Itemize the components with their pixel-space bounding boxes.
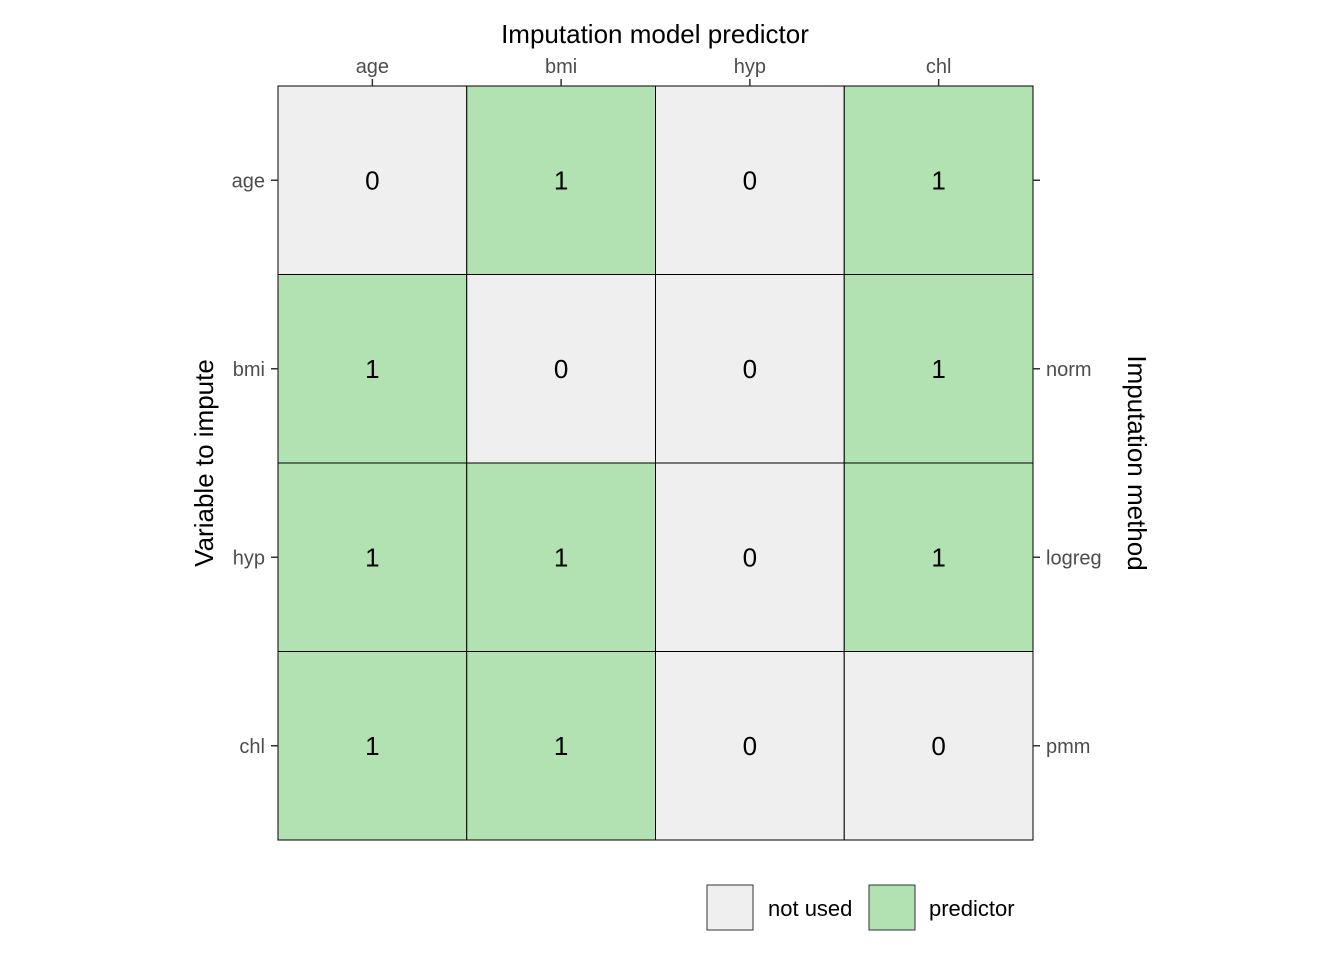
cell-value-label: 1	[931, 354, 945, 384]
legend-label: predictor	[929, 896, 1015, 921]
legend-key-predictor	[868, 884, 916, 931]
cell-value-label: 0	[554, 354, 568, 384]
heatmap-cell-bmi-chl	[843, 274, 1034, 464]
cell-value-label: 0	[743, 731, 757, 761]
cell-value-label: 1	[931, 542, 945, 572]
legend: not used predictor	[706, 884, 1015, 931]
heatmap-cells: 0 1 0 1 1 0 0 1 1 1 0 1 1 1 0 0	[277, 85, 1034, 841]
cell-value-label: 1	[365, 354, 379, 384]
heatmap-cell-chl-bmi	[466, 651, 656, 841]
cell-value-label: 1	[554, 731, 568, 761]
x-tick-label: bmi	[545, 56, 577, 78]
method-tick-label: logreg	[1046, 547, 1102, 569]
cell-value-label: 0	[365, 165, 379, 195]
y-tick-label: chl	[239, 736, 265, 758]
x-axis-title: Imputation model predictor	[501, 19, 809, 49]
y-tick-label: age	[232, 170, 265, 192]
heatmap-cell-age-chl	[843, 85, 1034, 275]
y-tick-label: hyp	[233, 547, 265, 569]
axis-ticks: age bmi hyp chl age bmi hyp chl norm logreg pmm	[232, 56, 1102, 758]
heatmap-cell-chl-age	[277, 651, 468, 841]
secondary-y-axis-title: Imputation method	[1122, 355, 1152, 570]
cell-value-label: 0	[743, 542, 757, 572]
heatmap-cell-hyp-bmi	[466, 462, 656, 652]
heatmap-cell-chl-chl	[843, 651, 1034, 841]
cell-value-label: 1	[931, 165, 945, 195]
heatmap-cell-hyp-chl	[843, 462, 1034, 652]
heatmap-cell-chl-hyp	[655, 651, 845, 841]
method-tick-label: norm	[1046, 359, 1092, 381]
y-axis-title: Variable to impute	[189, 359, 219, 567]
x-tick-label: chl	[926, 56, 952, 78]
legend-key-not-used	[706, 884, 754, 931]
y-tick-label: bmi	[233, 359, 265, 381]
cell-value-label: 1	[365, 731, 379, 761]
cell-value-label: 0	[931, 731, 945, 761]
method-tick-label: pmm	[1046, 736, 1090, 758]
cell-value-label: 1	[365, 542, 379, 572]
heatmap-cell-bmi-hyp	[655, 274, 845, 464]
x-tick-label: hyp	[734, 56, 766, 78]
cell-value-label: 1	[554, 165, 568, 195]
cell-value-label: 1	[554, 542, 568, 572]
x-tick-label: age	[356, 56, 389, 78]
cell-value-label: 0	[743, 354, 757, 384]
heatmap-cell-age-bmi	[466, 85, 656, 275]
cell-value-label: 0	[743, 165, 757, 195]
heatmap-cell-bmi-bmi	[466, 274, 656, 464]
heatmap-cell-age-age	[277, 85, 468, 275]
heatmap-cell-bmi-age	[277, 274, 468, 464]
legend-label: not used	[768, 896, 852, 921]
